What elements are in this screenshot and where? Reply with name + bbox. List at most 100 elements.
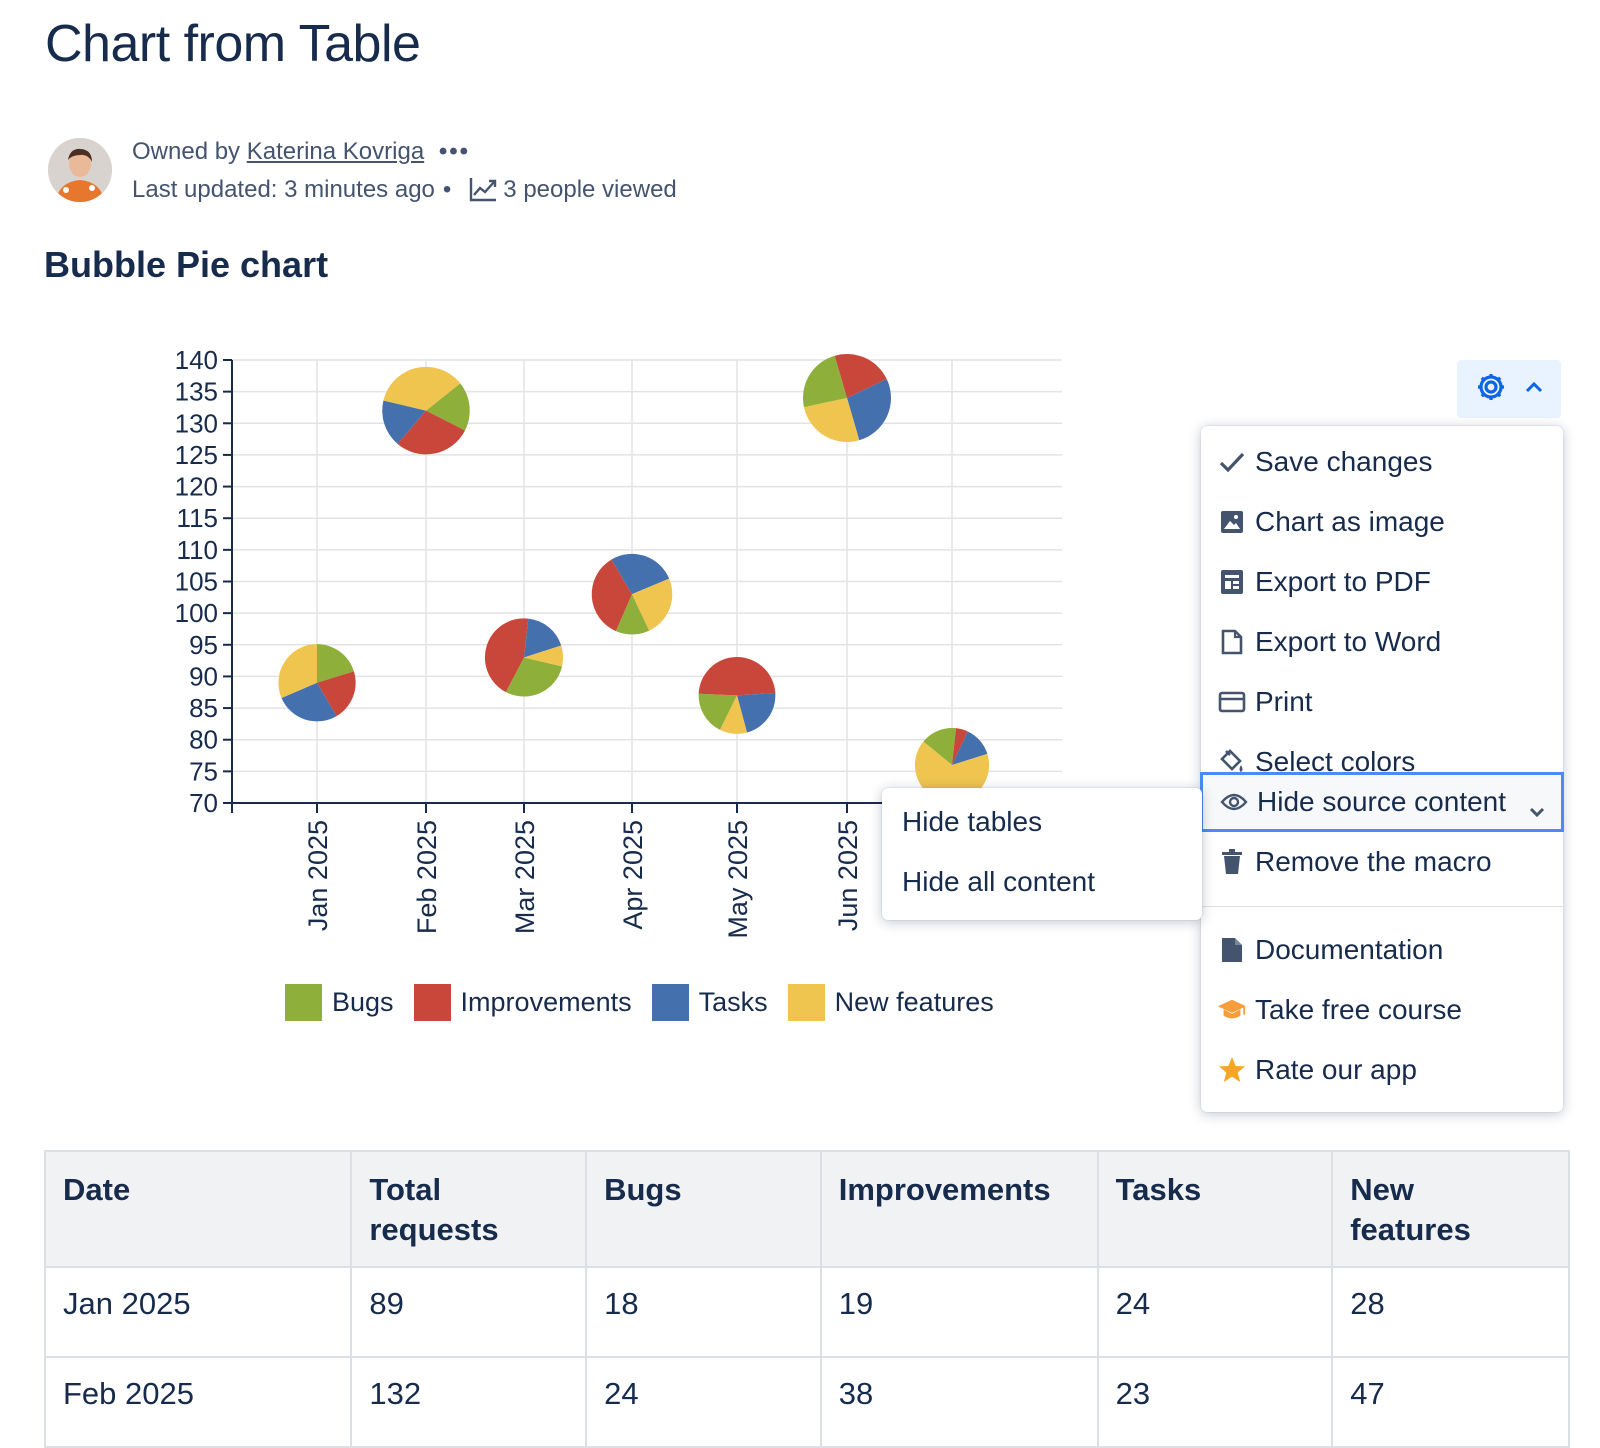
legend-swatch-new-features [787, 984, 825, 1021]
menu-rate-our-app[interactable]: Rate our app [1201, 1040, 1563, 1100]
table-cell: 47 [1331, 1356, 1570, 1448]
header-total-requests: Total requests [350, 1150, 588, 1268]
pie-slice-improvements [484, 618, 529, 693]
checkmark-icon [1217, 447, 1247, 477]
more-actions-icon[interactable]: ••• [438, 138, 471, 165]
menu-documentation[interactable]: Documentation [1201, 920, 1563, 980]
pie-slice-new-features [524, 645, 564, 667]
table-cell: 24 [1096, 1266, 1334, 1358]
menu-label: Take free course [1255, 994, 1462, 1025]
page-title: Chart from Table [45, 15, 421, 73]
menu-label: Remove the macro [1255, 846, 1492, 877]
header-new-features: New features [1331, 1150, 1570, 1268]
menu-select-colors[interactable]: Select colors [1201, 732, 1563, 792]
legend-swatch-tasks [651, 984, 689, 1021]
y-tick-label: 70 [189, 788, 218, 818]
y-tick-label: 135 [175, 377, 218, 407]
x-tick-label: Feb 2025 [412, 820, 442, 934]
y-tick-label: 125 [175, 440, 218, 470]
section-title: Bubble Pie chart [44, 244, 329, 285]
owner-prefix: Owned by [132, 138, 241, 165]
table-cell: 19 [819, 1266, 1099, 1358]
menu-chart-as-image[interactable]: Chart as image [1201, 492, 1563, 552]
pie-slice-tasks [737, 692, 776, 733]
trash-icon [1217, 847, 1247, 877]
y-tick-label: 110 [177, 535, 218, 565]
y-tick-label: 130 [175, 408, 218, 438]
table-row: Feb 2025 132 24 38 23 47 [43, 1356, 1570, 1448]
chevron-up-icon [1525, 380, 1543, 398]
document-icon [1217, 935, 1247, 965]
pie-slice-bugs [698, 693, 737, 730]
menu-remove-macro[interactable]: Remove the macro [1201, 832, 1563, 892]
menu-save-changes[interactable]: Save changes [1201, 432, 1563, 492]
menu-hide-source-content[interactable]: Hide source content [1200, 772, 1564, 832]
pie-slice-new-features [632, 578, 673, 631]
x-tick-label: May 2025 [723, 820, 753, 939]
pie-slice-improvements [698, 657, 776, 696]
menu-label: Chart as image [1255, 506, 1445, 537]
submenu-hide-tables[interactable]: Hide tables [902, 806, 1043, 837]
y-tick-label: 75 [189, 756, 218, 786]
hide-source-submenu: Hide tables Hide all content [882, 788, 1202, 920]
chart-settings-button[interactable] [1457, 360, 1561, 418]
table-cell: 28 [1331, 1266, 1570, 1358]
pie-slice-tasks [952, 731, 988, 766]
analytics-icon [469, 176, 497, 209]
pie-slice-tasks [281, 682, 337, 722]
menu-export-pdf[interactable]: Export to PDF [1201, 552, 1563, 612]
gear-icon [1475, 371, 1507, 408]
pie-slice-tasks [611, 553, 670, 595]
table-cell: 89 [350, 1266, 588, 1358]
y-tick-label: 95 [189, 630, 218, 660]
menu-label: Documentation [1255, 934, 1444, 965]
owner-line: Owned by Katerina Kovriga ••• [132, 138, 470, 166]
legend-item-bugs[interactable]: Bugs [285, 984, 394, 1021]
y-tick-label: 140 [175, 345, 218, 375]
menu-label: Hide source content [1257, 786, 1507, 817]
views-count[interactable]: 3 people viewed [503, 176, 677, 203]
x-tick-label: Mar 2025 [510, 820, 540, 934]
y-tick-label: 80 [189, 725, 218, 755]
settings-menu: Save changes Chart as image Export to PD… [1200, 426, 1564, 1112]
pie-slice-new-features [720, 695, 748, 734]
menu-label: Select colors [1255, 746, 1416, 777]
pie-slice-tasks [524, 618, 562, 658]
menu-take-free-course[interactable]: Take free course [1201, 980, 1563, 1040]
updated-line: Last updated: 3 minutes ago • 3 people vie… [132, 176, 677, 209]
menu-print[interactable]: Print [1201, 672, 1563, 732]
owner-link[interactable]: Katerina Kovriga [246, 138, 425, 165]
pie-slice-improvements [317, 671, 356, 717]
legend-label-improvements: Improvements [460, 987, 632, 1017]
last-updated[interactable]: Last updated: 3 minutes ago [132, 176, 435, 203]
avatar[interactable] [48, 138, 112, 202]
table-cell: 38 [819, 1356, 1099, 1448]
submenu-hide-all-content[interactable]: Hide all content [902, 866, 1096, 897]
graduation-cap-icon [1217, 995, 1247, 1025]
y-tick-label: 120 [175, 472, 218, 502]
pie-slice-bugs [426, 383, 470, 431]
x-tick-label: Jan 2025 [303, 820, 333, 931]
pie-slice-bugs [803, 355, 847, 408]
y-tick-label: 85 [189, 693, 218, 723]
y-tick-label: 90 [189, 661, 218, 691]
legend-item-tasks[interactable]: Tasks [651, 984, 768, 1021]
document-outline-icon [1217, 627, 1247, 657]
pie-slice-new-features [914, 741, 990, 803]
menu-export-word[interactable]: Export to Word [1201, 612, 1563, 672]
table-cell: 132 [350, 1356, 588, 1448]
legend-item-new-features[interactable]: New features [787, 984, 994, 1021]
pie-slice-new-features [383, 366, 461, 411]
pie-slice-bugs [615, 594, 650, 635]
meta-separator: • [442, 176, 452, 203]
paint-bucket-icon [1217, 747, 1247, 777]
chart-legend: Bugs Improvements Tasks New features [285, 984, 1014, 1021]
menu-label: Rate our app [1255, 1054, 1417, 1085]
header-improvements: Improvements [819, 1150, 1099, 1268]
menu-label: Export to Word [1255, 626, 1442, 657]
legend-label-new-features: New features [834, 987, 994, 1017]
menu-divider [1201, 906, 1563, 907]
table-cell: Feb 2025 [43, 1356, 353, 1448]
table-row: Jan 2025 89 18 19 24 28 [43, 1266, 1570, 1358]
legend-item-improvements[interactable]: Improvements [413, 984, 632, 1021]
